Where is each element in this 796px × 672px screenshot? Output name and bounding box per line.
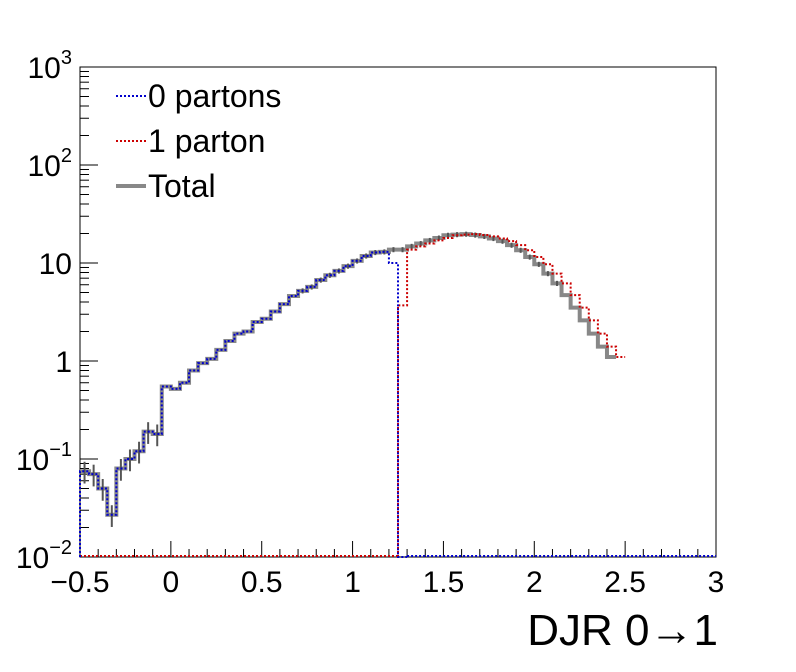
y-tick-base: 10 <box>28 150 61 183</box>
x-tick-label: 0.5 <box>241 566 283 599</box>
y-tick-base: 10 <box>16 444 49 477</box>
series-1-parton-line <box>397 233 626 557</box>
x-tick-label: 1 <box>344 566 361 599</box>
x-tick-label: 1.5 <box>423 566 465 599</box>
legend-label: 1 parton <box>148 123 265 159</box>
x-tick-label: 3 <box>708 566 725 599</box>
y-tick-exponent: −1 <box>49 439 72 461</box>
x-tick-label: 2 <box>526 566 543 599</box>
legend: 0 partons 1 parton Total <box>116 78 281 204</box>
y-tick-base: 10 <box>16 542 49 575</box>
y-tick-base: 10 <box>28 52 61 85</box>
y-tick-label: 10−1 <box>16 439 72 477</box>
y-tick-label: 103 <box>28 47 73 85</box>
y-tick-base: 10 <box>39 248 72 281</box>
series-total-line <box>80 232 617 517</box>
series-0-partons-line <box>79 250 408 558</box>
y-tick-exponent: 3 <box>61 47 72 69</box>
y-tick-base: 1 <box>55 346 72 379</box>
y-tick-label: 1 <box>55 346 72 379</box>
y-tick-label: 10−2 <box>16 537 72 575</box>
legend-label: 0 partons <box>148 78 281 114</box>
x-tick-label: 0 <box>163 566 180 599</box>
y-tick-exponent: 2 <box>61 145 72 167</box>
y-tick-exponent: −2 <box>49 537 72 559</box>
series-layer <box>79 231 716 558</box>
x-tick-label: −0.5 <box>50 566 109 599</box>
x-tick-label: 2.5 <box>604 566 646 599</box>
y-tick-label: 10 <box>39 248 72 281</box>
legend-label: Total <box>148 168 216 204</box>
x-axis-label: DJR 0→1 <box>527 606 718 655</box>
y-tick-label: 102 <box>28 145 73 183</box>
